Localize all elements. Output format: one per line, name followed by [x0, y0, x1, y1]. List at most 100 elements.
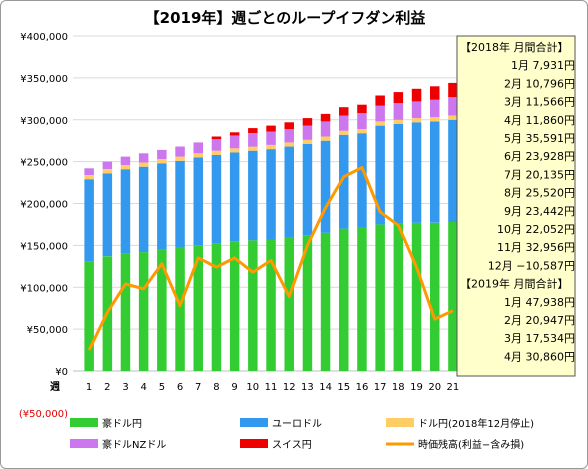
monthly-total-2019: 1月 47,938円 [504, 296, 575, 309]
bar-segment [266, 144, 276, 150]
monthly-total-2018: 11月 32,956円 [497, 241, 575, 254]
bar-segment [138, 166, 149, 253]
bar-segment [302, 139, 313, 144]
bar-segment [102, 161, 113, 170]
x-tick-label: 11 [265, 382, 278, 393]
x-tick-label: 7 [195, 382, 201, 393]
x-tick-label: 20 [428, 382, 441, 393]
monthly-total-2018: 9月 23,442円 [504, 205, 575, 218]
y-tick-label: ¥50,000 [27, 325, 68, 336]
bar-segment [120, 165, 131, 170]
bar-segment [229, 241, 240, 371]
x-tick-label: 9 [231, 382, 237, 393]
legend-swatch [386, 418, 414, 427]
y-tick-label: ¥350,000 [20, 74, 68, 85]
bar-segment [393, 103, 404, 120]
bar-segment [266, 125, 276, 132]
monthly-total-2018: 7月 20,135円 [504, 168, 575, 181]
x-tick-label: 1 [86, 382, 92, 393]
monthly-total-2019: 3月 17,534円 [504, 332, 575, 345]
x-tick-label: 2 [104, 382, 110, 393]
bar-segment [430, 86, 440, 100]
legend-label: 豪ドルNZドル [102, 438, 166, 451]
x-tick-label: 5 [159, 382, 165, 393]
legend-swatch [70, 439, 98, 448]
x-tick-label: 19 [410, 382, 423, 393]
x-tick-label: 15 [337, 382, 350, 393]
bar-segment [175, 160, 185, 248]
bar-segment [393, 123, 404, 224]
bar-segment [302, 125, 313, 140]
x-tick-label: 16 [356, 382, 369, 393]
bar-segment [266, 149, 276, 240]
bar-segment [302, 118, 313, 126]
bar-segment [375, 121, 385, 126]
legend-label: 時価残高(利益−含み損) [418, 438, 524, 451]
bar-segment [248, 146, 258, 151]
legend-label: ドル円(2018年12月停止) [418, 417, 534, 430]
y-tick-label: ¥0 [55, 367, 68, 378]
bar-segment [193, 142, 203, 154]
bar-segment [193, 157, 203, 246]
bar-segment [284, 237, 294, 371]
bar-segment [229, 135, 240, 149]
y-tick-label: ¥100,000 [20, 283, 68, 294]
bar-segment [375, 125, 385, 225]
bar-segment [102, 169, 113, 174]
bar-segment [302, 235, 313, 371]
bar-segment [357, 129, 367, 134]
legend: 豪ドル円 ユーロドル ドル円(2018年12月停止) 豪ドルNZドル スイス円 時価残高(… [70, 417, 534, 451]
x-tick-label: 4 [141, 382, 147, 393]
bar-segment [411, 88, 422, 102]
bar-segment [339, 107, 349, 116]
bar-segment [138, 153, 149, 163]
bar-segment [229, 132, 240, 136]
monthly-total-2018: 6月 23,928円 [504, 150, 575, 163]
bar-segment [320, 232, 331, 371]
bar-segment [430, 99, 440, 118]
x-tick-label: 18 [392, 382, 405, 393]
bar-segment [375, 105, 385, 122]
bar-segment [448, 119, 458, 222]
monthly-total-2018: 8月 25,520円 [504, 187, 575, 200]
bar-segment [339, 115, 349, 131]
x-tick-label: 6 [177, 382, 183, 393]
line-series [87, 166, 454, 351]
bar-segment [375, 95, 385, 106]
bar-segment [120, 169, 131, 254]
bar-segment [248, 150, 258, 241]
y-tick-label: ¥400,000 [20, 32, 68, 43]
y-tick-label: ¥250,000 [20, 158, 68, 169]
x-tick-label: 21 [447, 382, 460, 393]
monthly-total-2018: 1月 7,931円 [511, 59, 575, 72]
bar-segment [229, 148, 240, 153]
monthly-totals-panel [456, 35, 576, 377]
bar-segment [284, 146, 294, 237]
bar-segment [448, 115, 458, 120]
bar-segment [284, 142, 294, 147]
bar-segment [175, 247, 185, 371]
legend-swatch [70, 418, 98, 427]
bar-segment [393, 92, 404, 103]
legend-swatch [240, 418, 268, 427]
bar-segment [284, 122, 294, 129]
y-axis-ticks: ¥400,000 ¥350,000 ¥300,000 ¥250,000 ¥200,000… [19, 32, 68, 420]
bar-segment [193, 245, 203, 371]
bar-segment [357, 104, 367, 114]
chart-title: 【2019年】週ごとのループイフダン利益 [145, 9, 426, 27]
bar-segment [320, 121, 331, 137]
x-axis-label: 週 [50, 381, 60, 393]
bar-segment [411, 118, 422, 123]
bar-segment [320, 113, 331, 122]
bar-segment [266, 239, 276, 371]
bar-segment [339, 134, 349, 229]
bar-segment [339, 228, 349, 371]
monthly-total-2018: 2月 10,796円 [504, 77, 575, 90]
bar-segment [411, 101, 422, 119]
monthly-total-2018: 10月 22,052円 [497, 223, 575, 236]
bar-segment [211, 243, 222, 371]
x-tick-label: 10 [246, 382, 259, 393]
bar-segment [248, 240, 258, 371]
legend-label: スイス円 [272, 440, 312, 451]
